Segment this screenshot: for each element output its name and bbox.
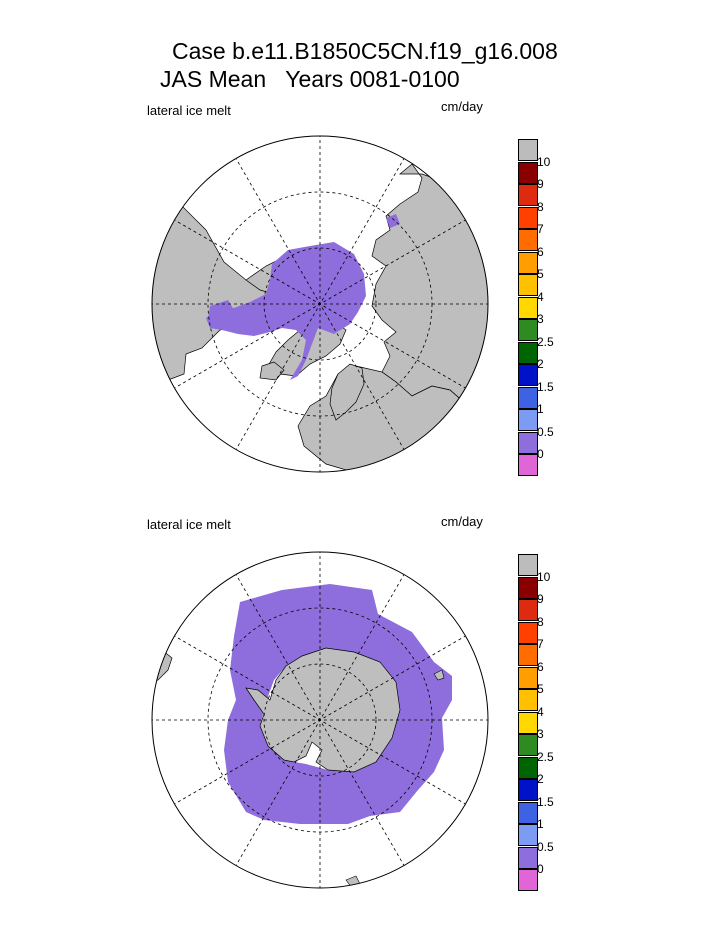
south-cbar-box-10: [518, 644, 538, 666]
north-map-border: [151, 135, 489, 473]
south-cbar-box-8: [518, 689, 538, 711]
north-cbar-box-9: [518, 251, 538, 274]
north-cbar-label-1-5: 1.5: [537, 379, 554, 394]
south-cbar-box-5: [518, 756, 538, 779]
north-cbar-box-12: [518, 184, 538, 206]
north-cbar-label-1: 1: [537, 402, 544, 416]
south-graticule: [152, 552, 488, 888]
north-cbar-box-7: [518, 296, 538, 319]
north-cbar-box-2: [518, 409, 538, 431]
north-cbar-box-1: [518, 431, 538, 454]
south-cbar-box-13: [518, 576, 538, 599]
north-polar-map: [151, 135, 489, 473]
north-colorbar: [518, 139, 539, 476]
season-label: JAS Mean: [160, 66, 267, 92]
south-map-border: [151, 551, 489, 889]
north-cbar-box-6: [518, 319, 538, 341]
south-cbar-box-12: [518, 599, 538, 621]
north-cbar-box-0: [518, 454, 538, 476]
south-cbar-label-1-5: 1.5: [537, 794, 554, 809]
south-cbar-box-9: [518, 666, 538, 689]
south-cbar-box-11: [518, 621, 538, 644]
south-cbar-label-10: 10: [537, 569, 551, 584]
south-cbar-box-3: [518, 801, 538, 824]
years-label: Years 0081-0100: [285, 66, 460, 92]
south-cbar-box-7: [518, 711, 538, 734]
south-cbar-label-3: 3: [537, 727, 544, 741]
south-cbar-label-8: 8: [537, 614, 544, 629]
north-cbar-label-8: 8: [537, 199, 544, 214]
south-units-label: cm/day: [441, 514, 483, 529]
south-cbar-label-7: 7: [537, 637, 544, 651]
south-cbar-label-9: 9: [537, 592, 544, 606]
south-polar-map: [151, 551, 489, 889]
north-cbar-label-10: 10: [537, 154, 551, 169]
south-cbar-label-1: 1: [537, 817, 544, 831]
south-cbar-box-6: [518, 734, 538, 756]
south-cbar-label-0-5: 0.5: [537, 839, 554, 854]
south-cbar-box-1: [518, 846, 538, 869]
north-cbar-label-7: 7: [537, 222, 544, 236]
north-cbar-label-2: 2: [537, 357, 544, 371]
north-ice-melt-bering: [386, 214, 400, 228]
north-cbar-label-0: 0: [537, 447, 544, 461]
north-cbar-box-11: [518, 206, 538, 229]
north-cbar-label-0-5: 0.5: [537, 424, 554, 439]
south-cbar-label-5: 5: [537, 682, 544, 696]
south-field-label: lateral ice melt: [147, 517, 231, 532]
north-cbar-box-13: [518, 161, 538, 184]
north-field-label: lateral ice melt: [147, 103, 231, 118]
south-land-island-kerguelen: [433, 669, 445, 681]
north-cbar-box-4: [518, 364, 538, 386]
north-ice-melt-region: [206, 242, 366, 380]
south-cbar-box-2: [518, 824, 538, 846]
north-cbar-label-9: 9: [537, 177, 544, 191]
south-cbar-label-2: 2: [537, 772, 544, 786]
south-cbar-box-4: [518, 779, 538, 801]
north-units-label: cm/day: [441, 99, 483, 114]
south-cbar-label-2-5: 2.5: [537, 749, 554, 764]
north-land-iceland: [259, 361, 285, 381]
north-cbar-label-2-5: 2.5: [537, 334, 554, 349]
south-ice-melt-ring: [224, 584, 452, 824]
south-cbar-box-14: [518, 554, 538, 576]
north-cbar-box-3: [518, 386, 538, 409]
north-cbar-label-3: 3: [537, 312, 544, 326]
figure-title-period: JAS Mean Years 0081-0100: [160, 66, 460, 93]
south-colorbar: [518, 554, 539, 891]
north-cbar-label-6: 6: [537, 244, 544, 259]
north-ice-melt-hudson: [208, 300, 234, 322]
north-cbar-label-5: 5: [537, 267, 544, 281]
north-cbar-box-8: [518, 274, 538, 296]
south-cbar-label-4: 4: [537, 704, 544, 719]
north-graticule: [152, 136, 488, 472]
north-cbar-box-5: [518, 341, 538, 364]
figure-title-case: Case b.e11.B1850C5CN.f19_g16.008: [172, 38, 558, 64]
south-cbar-label-0: 0: [537, 862, 544, 876]
north-cbar-label-4: 4: [537, 289, 544, 304]
south-land-antarctica: [245, 647, 401, 773]
south-cbar-box-0: [518, 869, 538, 891]
north-cbar-box-10: [518, 229, 538, 251]
north-cbar-box-14: [518, 139, 538, 161]
south-cbar-label-6: 6: [537, 659, 544, 674]
